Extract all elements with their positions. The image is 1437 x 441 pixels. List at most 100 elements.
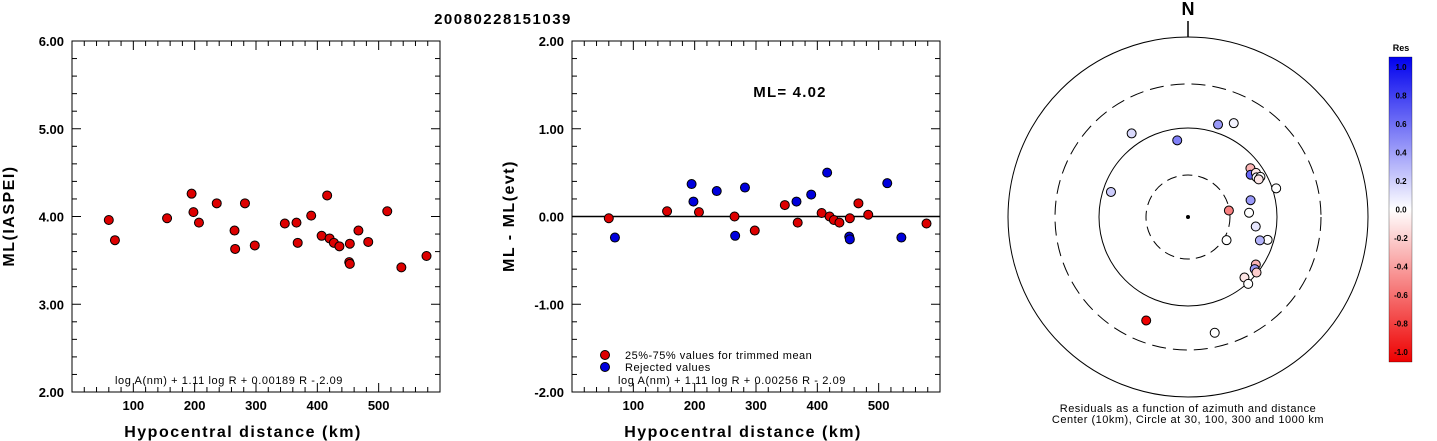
panel-ml-residual: -2.00 -1.00 0.00 1.00 2.00 100 200 300 400 500 ML… <box>501 34 941 441</box>
data-point <box>292 237 303 248</box>
y-tick-label: 6.00 <box>39 34 64 49</box>
x-tick-label: 400 <box>806 398 828 413</box>
rejected-point <box>609 232 620 243</box>
ring-300km <box>1054 83 1322 351</box>
legend: 25%-75% values for trimmed mean Rejected… <box>600 350 812 374</box>
data-points <box>103 188 432 273</box>
data-point <box>322 190 333 201</box>
data-point <box>749 225 760 236</box>
ring-30km <box>1145 174 1231 260</box>
x-axis-label: Hypocentral distance (km) <box>124 424 362 441</box>
x-tick-label: 200 <box>184 398 206 413</box>
legend-label-rejected: Rejected values <box>625 362 711 374</box>
y-tick-label: 1.00 <box>539 122 564 137</box>
rejected-point <box>844 234 855 245</box>
data-point <box>853 198 864 209</box>
rejected-point <box>739 182 750 193</box>
data-point <box>363 236 374 247</box>
data-point <box>306 210 317 221</box>
data-point <box>249 240 260 251</box>
colorbar-labels: 1.0 0.8 0.6 0.4 0.2 0.0 -0.2 -0.4 -0.6 -0.8 -1.0 <box>1394 63 1408 357</box>
colorbar-label: 0.0 <box>1395 206 1407 215</box>
station-point <box>1213 119 1224 130</box>
data-point <box>211 198 222 209</box>
data-point <box>921 218 932 229</box>
colorbar-title: Res <box>1393 43 1410 53</box>
data-point <box>230 243 241 254</box>
colorbar-label: -0.8 <box>1394 320 1408 329</box>
rejected-point <box>711 186 722 197</box>
data-point <box>344 238 355 249</box>
legend-label-trimmed: 25%-75% values for trimmed mean <box>625 350 812 362</box>
y-tick-label: 2.00 <box>39 385 64 400</box>
panel-ml-iaspei: 2.00 3.00 4.00 5.00 6.00 100 200 300 400 500 ML(I… <box>1 34 441 441</box>
data-point <box>421 250 432 261</box>
y-tick-label: -2.00 <box>534 385 564 400</box>
figure-title: 20080228151039 <box>434 11 572 28</box>
y-tick-label: -1.00 <box>534 297 564 312</box>
data-point <box>792 217 803 228</box>
panel-polar-residuals: N Residuals as a function of azimuth and… <box>1007 0 1369 426</box>
colorbar-label: 1.0 <box>1395 63 1407 72</box>
axis-ticks: -2.00 -1.00 0.00 1.00 2.00 100 200 300 400 500 <box>534 34 941 413</box>
rejected-point <box>730 230 741 241</box>
legend-marker-trimmed <box>600 350 610 360</box>
station-point <box>1254 235 1265 246</box>
rejected-point <box>896 232 907 243</box>
rejected-point <box>791 196 802 207</box>
y-tick-label: 3.00 <box>39 297 64 312</box>
data-points <box>603 167 932 245</box>
plot-frame <box>71 40 441 393</box>
colorbar-label: 0.2 <box>1395 177 1407 186</box>
ml-value-label: ML= 4.02 <box>753 84 826 101</box>
station-point <box>1243 278 1254 289</box>
colorbar-label: 0.4 <box>1395 149 1407 158</box>
data-point <box>396 262 407 273</box>
station-point <box>1209 327 1220 338</box>
x-axis-label: Hypocentral distance (km) <box>624 424 862 441</box>
x-tick-label: 500 <box>868 398 890 413</box>
colorbar-label: 0.8 <box>1395 92 1407 101</box>
data-point <box>239 198 250 209</box>
x-tick-label: 200 <box>684 398 706 413</box>
data-point <box>729 211 740 222</box>
data-point <box>186 188 197 199</box>
rejected-point <box>686 179 697 190</box>
station-point <box>1126 128 1137 139</box>
rejected-point <box>882 178 893 189</box>
data-point <box>193 217 204 228</box>
data-point <box>779 200 790 211</box>
station-point <box>1141 315 1152 326</box>
x-tick-label: 300 <box>745 398 767 413</box>
y-tick-label: 5.00 <box>39 122 64 137</box>
epicenter-dot <box>1186 215 1190 219</box>
colorbar-label: -1.0 <box>1394 348 1408 357</box>
north-label: N <box>1182 0 1195 19</box>
x-tick-label: 100 <box>622 398 644 413</box>
data-point <box>229 225 240 236</box>
colorbar-label: -0.2 <box>1394 234 1408 243</box>
y-tick-label: 0.00 <box>539 210 564 225</box>
station-point <box>1271 183 1282 194</box>
data-point <box>353 225 364 236</box>
station-point <box>1244 207 1255 218</box>
ring-100km <box>1098 127 1278 307</box>
ring-1000km <box>1007 36 1369 398</box>
data-point <box>291 217 302 228</box>
data-point <box>162 213 173 224</box>
data-point <box>103 215 114 226</box>
station-point <box>1221 235 1232 246</box>
colorbar-gradient <box>1388 56 1413 363</box>
formula-annotation: log A(nm) + 1.11 log R + 0.00189 R - 2.0… <box>115 375 343 387</box>
formula-annotation: log A(nm) + 1.11 log R + 0.00256 R - 2.0… <box>618 375 846 387</box>
colorbar: Res 1.0 0.8 0.6 0.4 0.2 0.0 -0.2 -0.4 -0.6 -0.8 -1… <box>1388 43 1413 363</box>
station-point <box>1250 221 1261 232</box>
station-point <box>1172 135 1183 146</box>
colorbar-label: 0.6 <box>1395 120 1407 129</box>
rejected-point <box>822 167 833 178</box>
station-point <box>1253 174 1264 185</box>
data-point <box>863 209 874 220</box>
colorbar-label: -0.4 <box>1394 263 1408 272</box>
station-point <box>1251 267 1262 278</box>
